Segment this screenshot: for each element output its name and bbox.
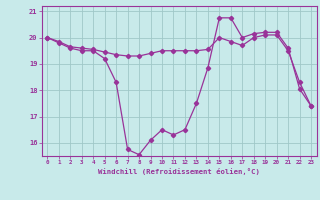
X-axis label: Windchill (Refroidissement éolien,°C): Windchill (Refroidissement éolien,°C) [98,168,260,175]
